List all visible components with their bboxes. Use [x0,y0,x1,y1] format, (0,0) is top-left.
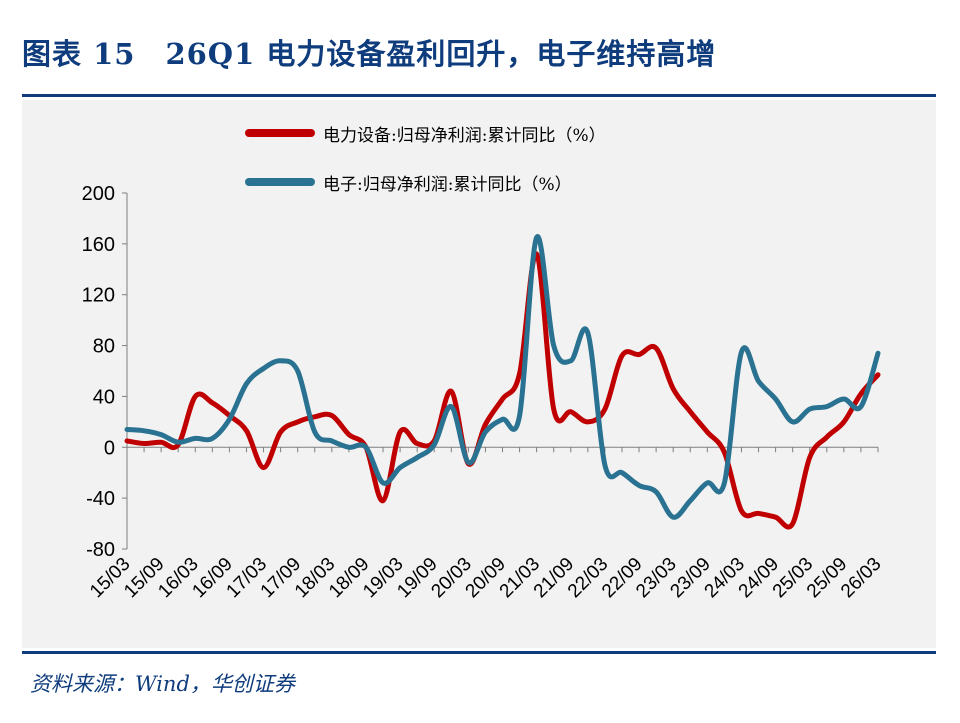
y-tick-label: 160 [82,234,115,256]
y-tick-label: 200 [82,183,115,205]
series-line-electronics [124,234,881,520]
legend-swatch-electronics [245,178,315,186]
legend-label-power-equipment: 电力设备:归母净利润:累计同比（%） [323,125,606,146]
source-divider [22,651,936,654]
y-tick-label: 80 [93,336,115,358]
title-divider [22,94,936,97]
figure-title: 图表 15 26Q1 电力设备盈利回升，电子维持高增 [22,37,717,71]
y-tick-label: -40 [86,488,115,510]
x-tick-label: 26/03 [837,554,885,602]
series-line-power-equipment [124,251,881,530]
legend-item-electronics: 电子:归母净利润:累计同比（%） [245,170,572,195]
source-note: 资料来源：Wind，华创证券 [30,672,295,696]
y-tick-label: 120 [82,285,115,307]
y-tick-label: -80 [86,539,115,561]
chart-background [22,100,936,648]
y-tick-label: 0 [104,437,115,459]
legend-swatch-power-equipment [245,129,315,137]
y-tick-label: 40 [93,386,115,408]
legend-item-power-equipment: 电力设备:归母净利润:累计同比（%） [245,121,606,146]
legend-label-electronics: 电子:归母净利润:累计同比（%） [323,174,572,195]
